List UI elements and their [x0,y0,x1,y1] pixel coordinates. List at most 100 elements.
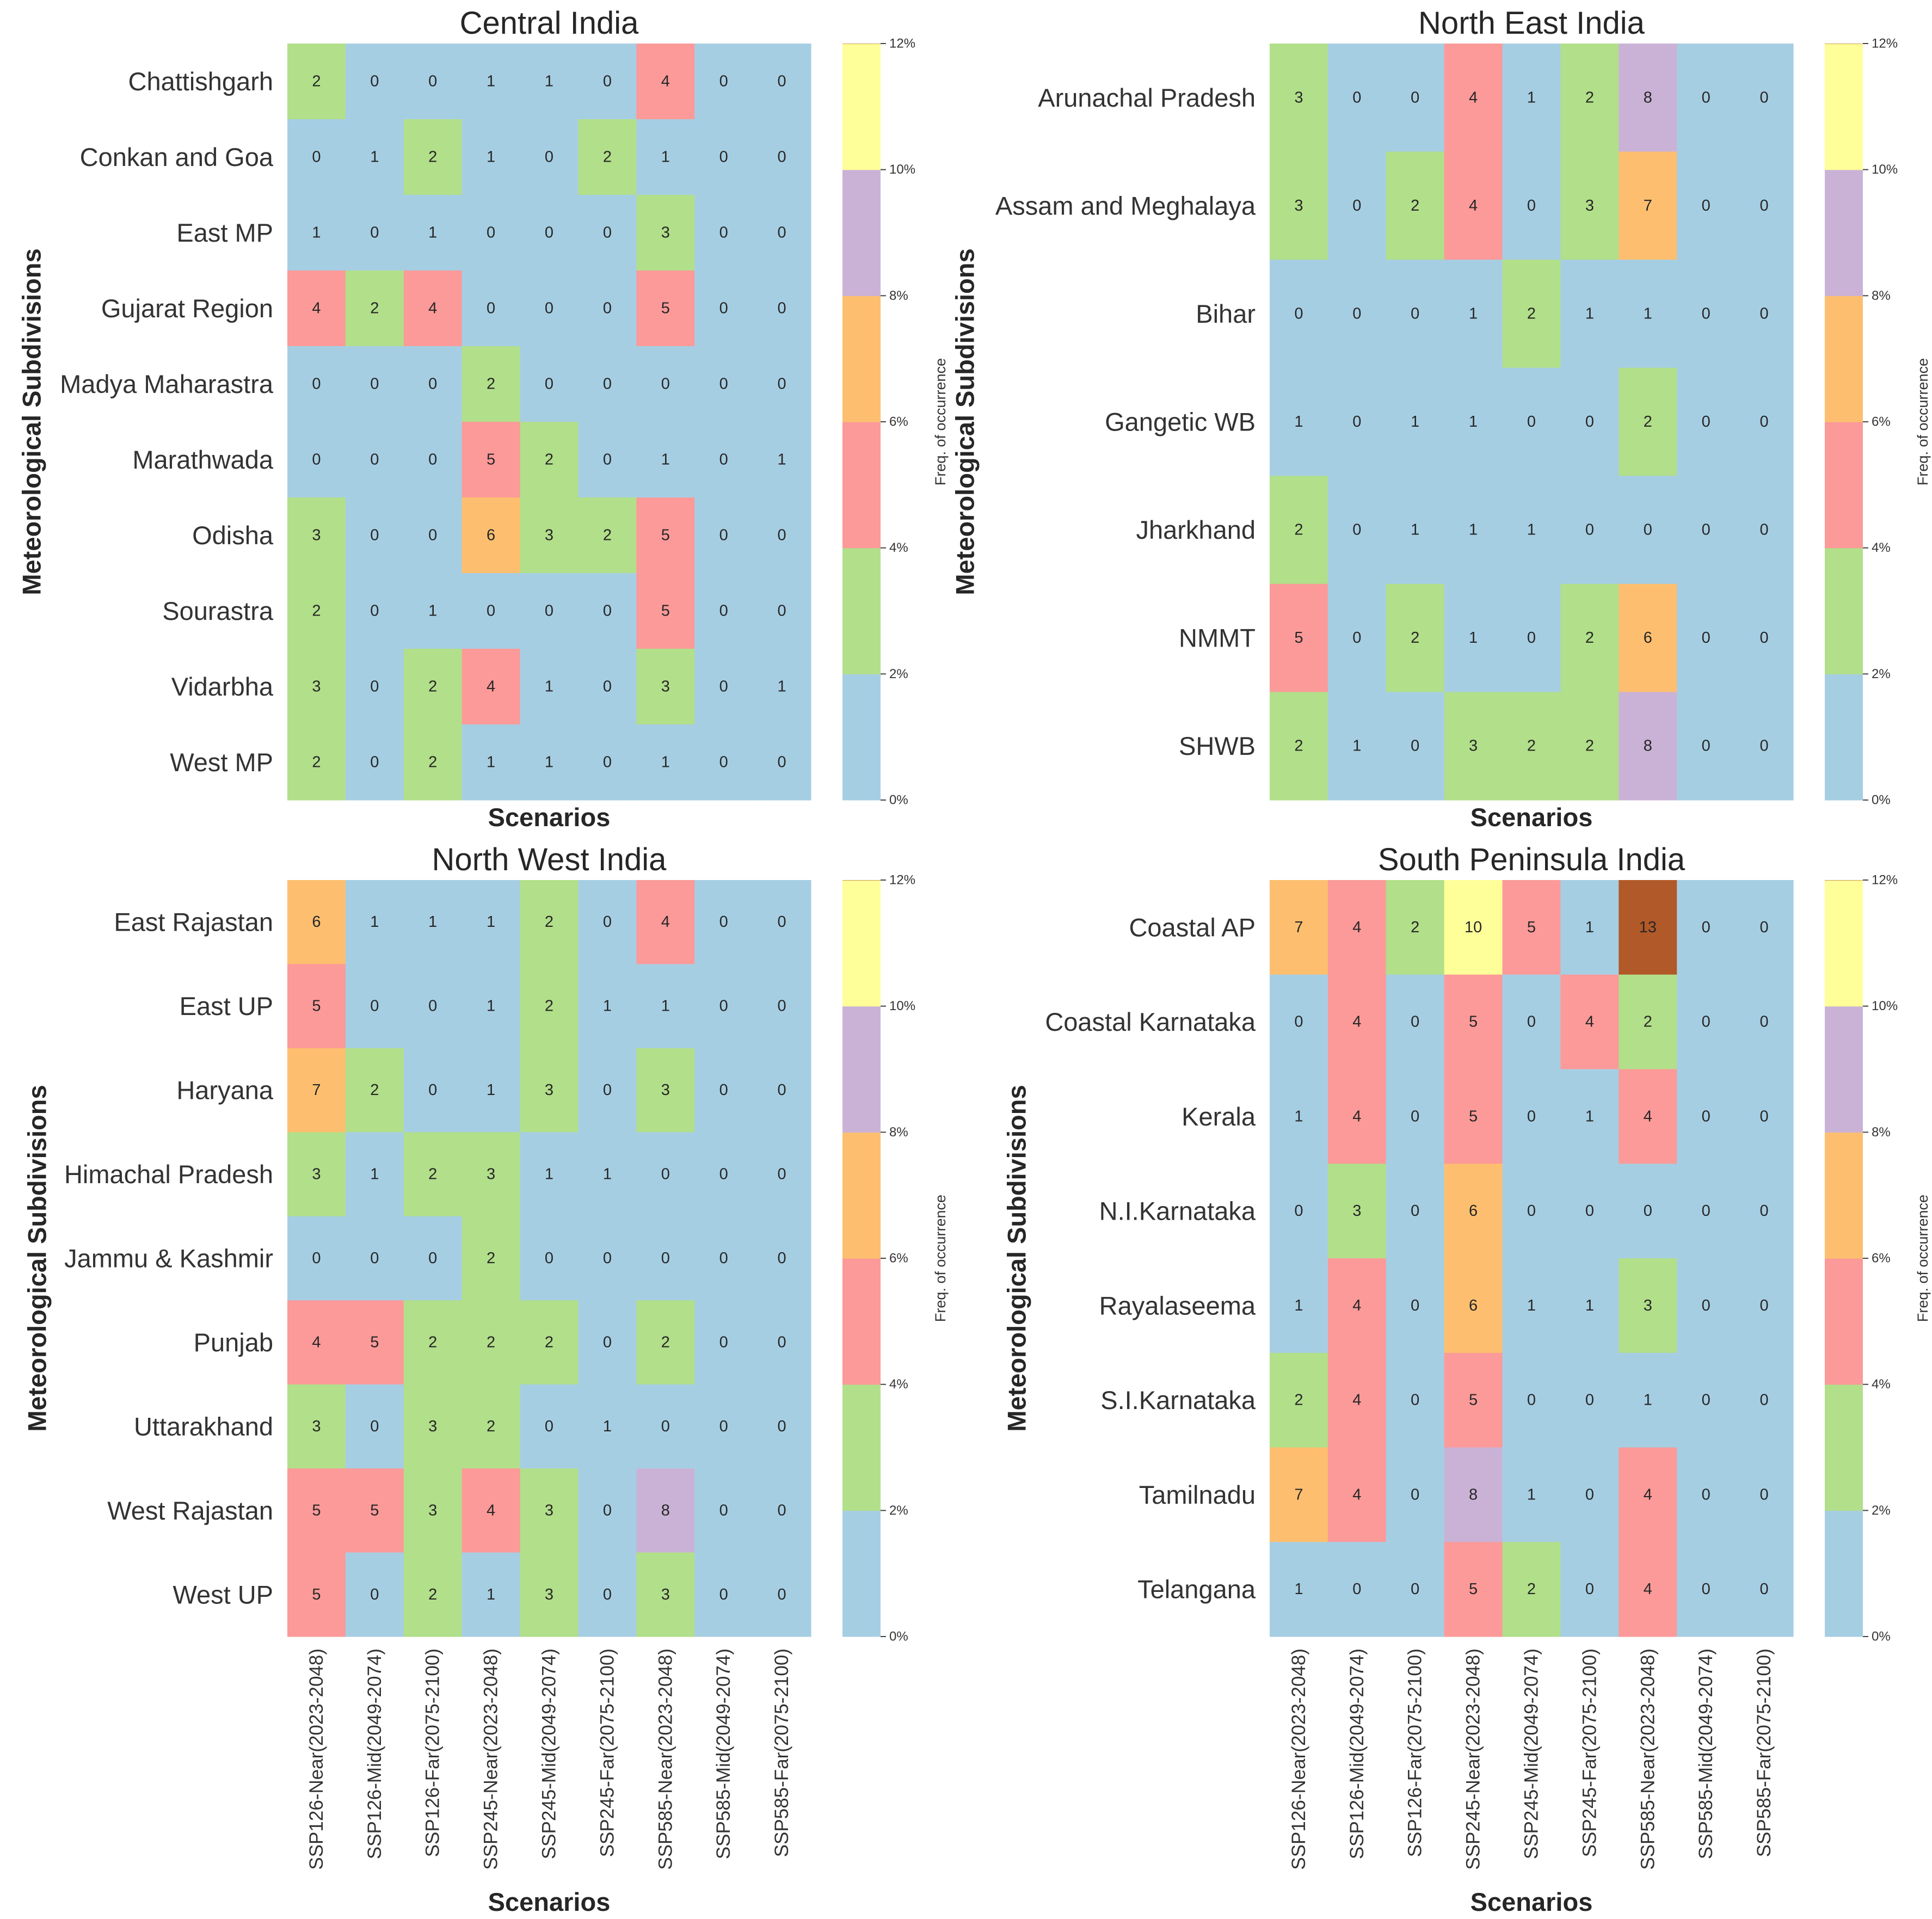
heatmap-cell [520,1048,579,1133]
cell-value-label: 1 [661,149,670,166]
heatmap-cell [1502,367,1561,476]
cell-value-label: 0 [312,376,321,393]
cell-value-label: 2 [545,451,553,469]
colorbar-segment [842,44,881,170]
row-label-arunachal-pradesh: Arunachal Pradesh [1038,83,1256,112]
heatmap-cell [1327,260,1387,368]
cell-value-label: 3 [1294,197,1303,214]
cell-value-label: 0 [777,1333,786,1351]
heatmap-cell [694,497,753,574]
cell-value-label: 1 [1469,305,1478,322]
row-label-sourastra: Sourastra [162,596,274,625]
cell-value-label: 5 [661,300,670,317]
cell-value-label: 1 [370,149,379,166]
cell-value-label: 0 [1759,1486,1768,1503]
cell-value-label: 0 [428,376,437,393]
cell-value-label: 0 [1702,521,1711,539]
cell-value-label: 0 [719,451,728,469]
heatmap-cell [287,964,346,1049]
colorbar-tick-label: 12% [1872,36,1898,51]
heatmap-cell [403,1048,463,1133]
heatmap-cell [287,346,346,422]
heatmap-cell [1677,44,1736,152]
heatmap-cell [287,44,346,120]
heatmap-cell [578,1132,637,1217]
cell-value-label: 0 [777,224,786,242]
row-label-assam-and-meghalaya: Assam and Meghalaya [995,191,1256,220]
heatmap-cell [462,649,521,725]
cell-value-label: 0 [312,1250,321,1267]
heatmap-cell [1677,1542,1736,1637]
colorbar-label: Freq. of occurrence [932,358,949,485]
colorbar-tick-label: 6% [889,1251,908,1266]
heatmap-cell [403,573,463,649]
heatmap-cell [1327,1164,1387,1259]
cell-value-label: 1 [661,754,670,771]
heatmap-cell [1502,1542,1561,1637]
heatmap-cell [694,649,753,725]
cell-value-label: 0 [1759,521,1768,539]
heatmap-cell [1560,44,1619,152]
colorbar-tick-label: 8% [1872,288,1891,303]
cell-value-label: 0 [661,1418,670,1435]
heatmap-cell [1444,692,1503,801]
heatmap-cell [636,1216,695,1301]
heatmap-cell [1502,880,1561,975]
cell-value-label: 0 [1352,197,1361,214]
heatmap-cell [287,195,346,271]
cell-value-label: 3 [312,1166,321,1183]
cell-value-label: 1 [1527,89,1536,106]
cell-value-label: 3 [428,1502,437,1519]
heatmap-cell [1619,583,1677,693]
row-label-coastal-ap: Coastal AP [1129,913,1256,942]
heatmap-cell [694,44,753,120]
heatmap-cell [403,270,463,347]
heatmap-cell [1677,974,1736,1070]
heatmap-cell [520,270,579,347]
cell-value-label: 4 [428,300,437,317]
row-label-punjab: Punjab [194,1328,273,1357]
cell-value-label: 1 [1585,1297,1594,1314]
heatmap-cell [1735,260,1794,368]
cell-value-label: 1 [1527,1297,1536,1314]
heatmap-cell [403,119,463,195]
heatmap-cell [753,195,811,271]
heatmap-cell [1386,1447,1445,1542]
cell-value-label: 5 [1469,1013,1478,1031]
heatmap-cell [753,1216,811,1301]
heatmap-cell [578,195,637,271]
cell-value-label: 0 [1759,197,1768,214]
heatmap-cell [753,44,811,120]
column-label-ssp585-far-2075-2100: SSP585-Far(2075-2100) [771,1649,792,1857]
cell-value-label: 0 [1759,1297,1768,1314]
heatmap-cell [462,880,521,965]
cell-value-label: 2 [1527,737,1536,755]
cell-value-label: 2 [1644,1013,1652,1031]
heatmap-cell [287,1216,346,1301]
cell-value-label: 1 [487,73,495,90]
heatmap-cell [1386,476,1445,585]
heatmap-cell [578,497,637,574]
cell-value-label: 0 [603,224,612,242]
cell-value-label: 6 [312,913,321,931]
cell-value-label: 0 [777,1250,786,1267]
cell-value-label: 5 [312,1502,321,1519]
cell-value-label: 1 [312,224,321,242]
heatmap-cell [403,195,463,271]
y-axis-label: Meteorological Subdivisions [1002,1085,1031,1431]
cell-value-label: 0 [603,73,612,90]
heatmap-cell [1502,1164,1561,1259]
heatmap-cell [1677,1069,1736,1164]
cell-value-label: 3 [1294,89,1303,106]
row-label-east-mp: East MP [176,218,273,247]
heatmap-cell [345,497,404,574]
heatmap-cell [1270,476,1328,585]
row-label-tamilnadu: Tamilnadu [1139,1480,1256,1509]
cell-value-label: 6 [487,527,495,544]
heatmap-cell [1502,1447,1561,1542]
heatmap-cell [578,346,637,422]
cell-value-label: 0 [1411,1202,1419,1220]
cell-value-label: 2 [312,754,321,771]
cell-value-label: 8 [1469,1486,1478,1503]
